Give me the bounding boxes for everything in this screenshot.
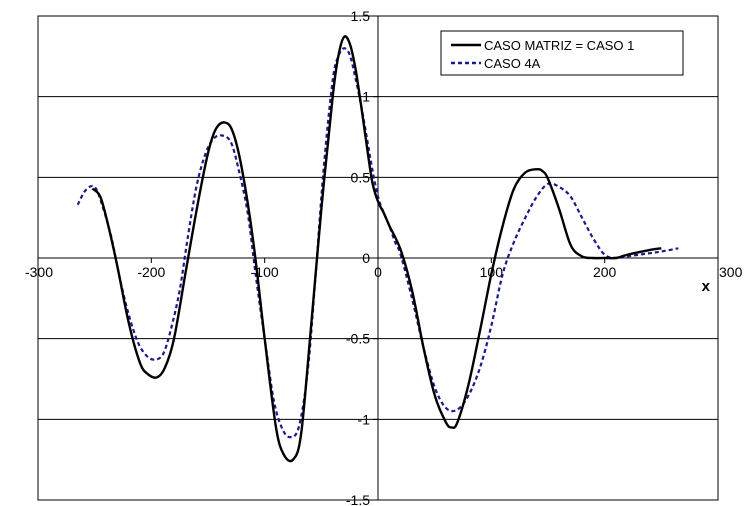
y-tick-label: 1 [362, 89, 370, 105]
y-tick-label: 0 [362, 250, 370, 266]
x-axis-label: x [702, 278, 711, 295]
x-tick-label: -300 [25, 264, 53, 280]
series-line-caso-1 [91, 35, 662, 463]
y-tick-label: 0.5 [351, 169, 371, 185]
x-tick-label: 200 [593, 264, 617, 280]
legend-box [440, 30, 684, 76]
y-tick-label: -0.5 [346, 331, 370, 347]
legend: CASO MATRIZ = CASO 1 CASO 4A [440, 30, 684, 76]
y-tick-label: -1.5 [346, 492, 370, 506]
legend-label-caso-4a: CASO 4A [484, 56, 541, 71]
x-tick-label: -200 [137, 264, 165, 280]
y-tick-label: -1 [358, 411, 371, 427]
legend-label-caso-1: CASO MATRIZ = CASO 1 [484, 38, 634, 53]
series-lines [76, 35, 679, 463]
series-line-caso-4a [76, 47, 679, 439]
x-tick-label: 0 [374, 264, 382, 280]
x-tick-label: 300 [719, 264, 743, 280]
y-tick-label: 1.5 [351, 8, 371, 24]
